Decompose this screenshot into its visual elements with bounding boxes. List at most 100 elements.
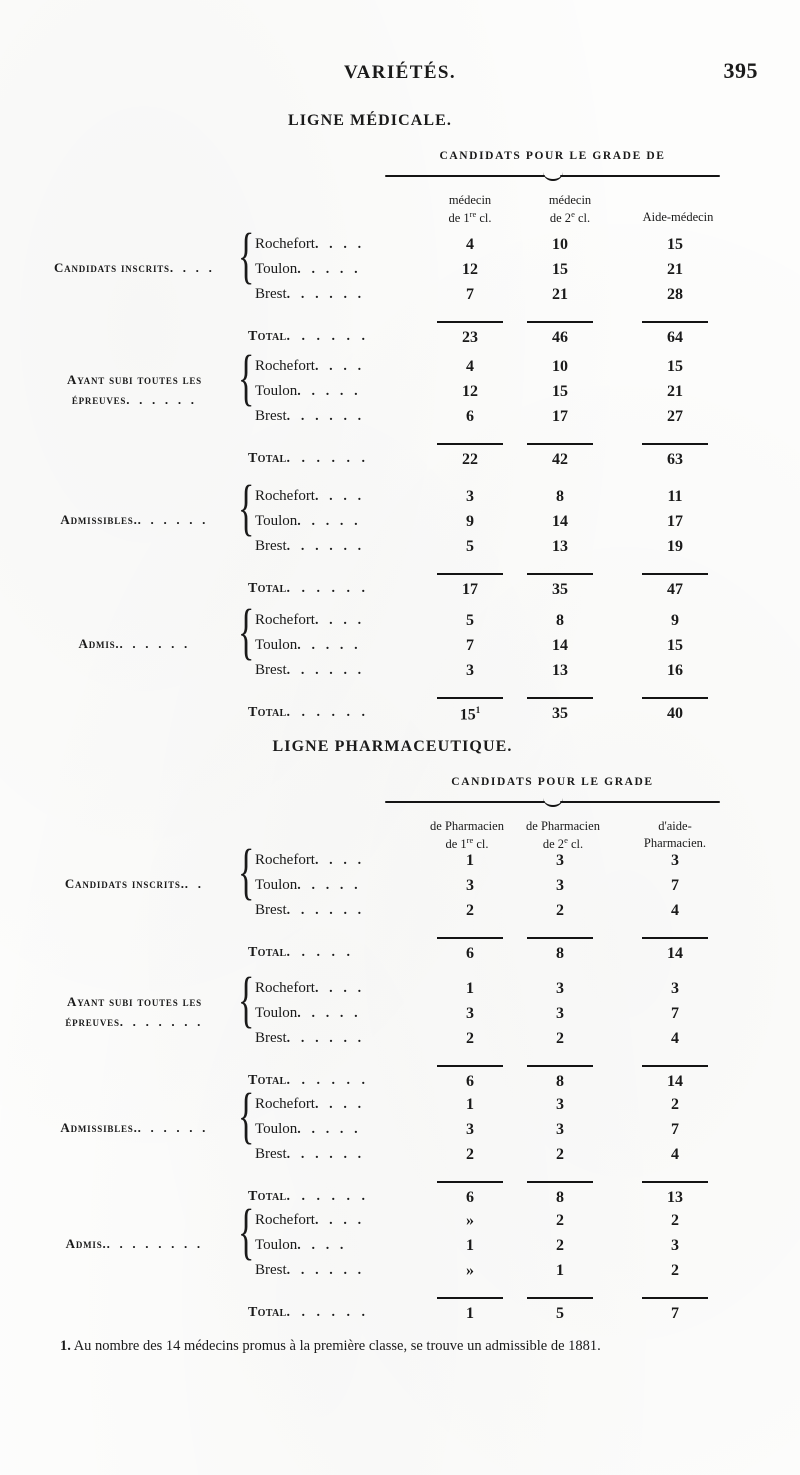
cell-col2: 3 — [556, 1096, 564, 1113]
table-total-row: Total. . . . . . 22 42 63 — [0, 443, 800, 481]
table-total-row: Total. . . . . . 23 46 64 — [0, 321, 800, 359]
cell-col3: 3 — [671, 852, 679, 869]
table-row: Toulon. . . . . 12 15 21 — [0, 383, 800, 408]
cell-col2: 3 — [556, 877, 564, 894]
table-spanner-pharma: CANDIDATS POUR LE GRADE — [0, 776, 800, 818]
table-row: Toulon. . . . . 7 14 15 — [0, 637, 800, 662]
group-rows: Rochefort. . . . 4 10 15 Toulon. . . . . 12 15… — [0, 358, 800, 481]
cell-col2: 2 — [556, 1030, 564, 1047]
spanner-rule — [385, 172, 720, 181]
cell-col1: 1 — [466, 1096, 474, 1113]
cell-col2: 8 — [556, 612, 564, 629]
table-row: Brest. . . . . . 5 13 19 — [0, 538, 800, 563]
total-rule-col1 — [437, 573, 503, 575]
total-col2: 8 — [556, 1189, 564, 1206]
row-city: Brest. . . . . . — [255, 662, 365, 678]
row-city: Brest. . . . . . — [255, 286, 365, 302]
spanner-label: CANDIDATS POUR LE GRADE — [451, 776, 654, 788]
table-row: Toulon. . . . 1 2 3 — [0, 1237, 800, 1262]
cell-col3: 7 — [671, 1121, 679, 1138]
row-city: Toulon. . . . . — [255, 637, 362, 653]
cell-col1: 9 — [466, 513, 474, 530]
cell-col3: 27 — [667, 408, 683, 425]
total-rule-col3 — [642, 937, 708, 939]
total-label: Total. . . . . . — [248, 451, 369, 466]
total-col2: 8 — [556, 945, 564, 962]
row-city: Rochefort. . . . — [255, 980, 365, 996]
total-label: Total. . . . . . — [248, 1305, 369, 1320]
row-city: Brest. . . . . . — [255, 902, 365, 918]
total-rule-col1 — [437, 321, 503, 323]
cell-col1: 12 — [462, 383, 478, 400]
group-label: Ayant subi toutes les épreuves. . . . . .… — [65, 994, 204, 1029]
spanner-label: CANDIDATS POUR LE GRADE DE — [439, 150, 666, 162]
table-row: Brest. . . . . . 7 21 28 — [0, 286, 800, 311]
table-row: Toulon. . . . . 12 15 21 — [0, 261, 800, 286]
total-label: Total. . . . . . — [248, 1073, 369, 1088]
section-title-medicale: LIGNE MÉDICALE. — [287, 112, 453, 129]
total-label: Total. . . . . . — [248, 581, 369, 596]
cell-col1: 3 — [466, 662, 474, 679]
cell-col1: 3 — [466, 1121, 474, 1138]
group-rows: Rochefort. . . . 5 8 9 Toulon. . . . . 7 14 15 B… — [0, 612, 800, 735]
total-rule-col1 — [437, 1297, 503, 1299]
cell-col1: 1 — [466, 980, 474, 997]
table-row: Brest. . . . . . 3 13 16 — [0, 662, 800, 687]
total-col3: 64 — [667, 329, 683, 346]
table-row: Toulon. . . . . 3 3 7 — [0, 1005, 800, 1030]
group-label: Candidats inscrits. . . . — [53, 260, 216, 275]
cell-col1: 6 — [466, 408, 474, 425]
cell-col3: 7 — [671, 1005, 679, 1022]
cell-col1: 2 — [466, 902, 474, 919]
total-col2: 8 — [556, 1073, 564, 1090]
cell-col2: 2 — [556, 1146, 564, 1163]
cell-col2: 3 — [556, 852, 564, 869]
column-header-medecin-1re: médecin de 1re cl. — [448, 193, 492, 226]
total-rule-col2 — [527, 573, 593, 575]
cell-col2: 2 — [556, 1212, 564, 1229]
total-col3: 63 — [667, 451, 683, 468]
total-col1: 6 — [466, 1189, 474, 1206]
row-city: Brest. . . . . . — [255, 1262, 365, 1278]
total-rule-col2 — [527, 321, 593, 323]
cell-col2: 14 — [552, 513, 568, 530]
cell-col2: 21 — [552, 286, 568, 303]
group-rows: Rochefort. . . . 1 3 3 Toulon. . . . . 3 3 7 Bre… — [0, 980, 800, 1103]
total-rule-col2 — [527, 1181, 593, 1183]
cell-col3: 2 — [671, 1096, 679, 1113]
cell-col2: 15 — [552, 261, 568, 278]
column-header-aide-pharmacien: d'aide- Pharmacien. — [643, 819, 707, 850]
total-col3: 47 — [667, 581, 683, 598]
cell-col3: 7 — [671, 877, 679, 894]
table-total-row: Total. . . . . . 1 5 7 — [0, 1297, 800, 1335]
cell-col2: 3 — [556, 1121, 564, 1138]
column-headers-medicale: médecin de 1re cl. médecin de 2e cl. Aid… — [0, 192, 800, 238]
total-rule-col1 — [437, 443, 503, 445]
cell-col2: 17 — [552, 408, 568, 425]
table-row: Rochefort. . . . 1 3 3 — [0, 980, 800, 1005]
total-label: Total. . . . . . — [248, 705, 369, 720]
table-row: Rochefort. . . . 1 3 2 — [0, 1096, 800, 1121]
total-col3: 14 — [667, 945, 683, 962]
total-col2: 42 — [552, 451, 568, 468]
column-header-aide-medecin: Aide-médecin — [642, 209, 714, 224]
group-rows: Rochefort. . . . 4 10 15 Toulon. . . . . 12 15… — [0, 236, 800, 359]
cell-col3: 11 — [667, 488, 683, 505]
total-col1: 22 — [462, 451, 478, 468]
cell-col1: 4 — [466, 358, 474, 375]
cell-col3: 4 — [671, 1030, 679, 1047]
cell-col3: 4 — [671, 1146, 679, 1163]
cell-col1: 12 — [462, 261, 478, 278]
row-city: Brest. . . . . . — [255, 1030, 365, 1046]
cell-col1: 2 — [466, 1146, 474, 1163]
table-row: Rochefort. . . . » 2 2 — [0, 1212, 800, 1237]
table-row: Brest. . . . . . 2 2 4 — [0, 1030, 800, 1055]
group-label: Admis.. . . . . . — [78, 636, 191, 651]
group-rows: Rochefort. . . . 1 3 3 Toulon. . . . . 3 3 7 Bre… — [0, 852, 800, 975]
row-city: Toulon. . . . . — [255, 1121, 362, 1137]
total-col3: 13 — [667, 1189, 683, 1206]
total-rule-col3 — [642, 321, 708, 323]
table-spanner-medicale: CANDIDATS POUR LE GRADE DE — [0, 150, 800, 192]
table-total-row: Total. . . . . . 6 8 13 — [0, 1181, 800, 1219]
total-col2: 5 — [556, 1305, 564, 1322]
